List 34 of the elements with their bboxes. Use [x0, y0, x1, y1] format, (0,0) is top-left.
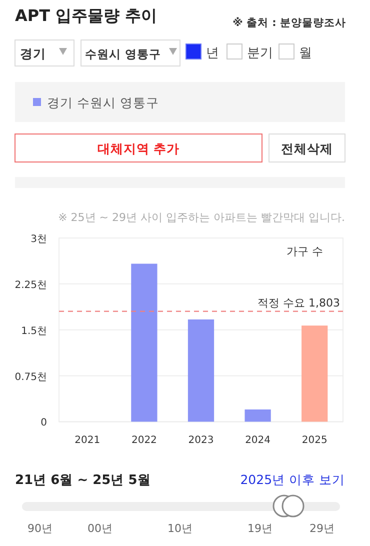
text: 21년 6월 ~ 25년 5월 [15, 473, 150, 488]
ref-line-label: 적정 수요 1,803 [258, 296, 340, 310]
y-tick-label: 0 [40, 418, 47, 429]
legend-label: 경기 수원시 영통구 [47, 95, 159, 110]
text: 월 [299, 46, 312, 61]
bar [131, 264, 158, 422]
x-tick-label: 2024 [245, 435, 271, 446]
chart-title: APT 입주물량 추이 [15, 6, 158, 25]
text: 00년 [88, 522, 112, 535]
text: 전체삭제 [281, 141, 333, 156]
text: 10년 [168, 522, 192, 535]
bar [188, 319, 214, 422]
text: 수원시 영통구 [85, 47, 162, 61]
text: 경기 [20, 46, 46, 61]
y-tick-label: 2.25천 [14, 280, 47, 291]
text: 90년 [28, 522, 52, 535]
x-tick-label: 2025 [302, 435, 328, 446]
x-tick-label: 2021 [74, 435, 100, 446]
x-tick-label: 2022 [131, 435, 157, 446]
text: 29년 [310, 522, 334, 535]
text: 분기 [247, 46, 273, 61]
bar [302, 326, 328, 422]
text: 2025년 이후 보기 [240, 472, 345, 487]
y-tick-label: 3천 [30, 234, 47, 245]
y-tick-label: 1.5천 [21, 326, 47, 337]
y-axis-title: 가구 수 [286, 245, 323, 258]
chart-subtitle: ※ 25년 ~ 29년 사이 입주하는 아파트는 빨간막대 입니다. [58, 211, 345, 224]
text: 19년 [248, 522, 272, 535]
x-tick-label: 2023 [188, 435, 214, 446]
text: ※ 출처 : 분양물량조사 [232, 17, 346, 29]
y-tick-label: 0.75천 [14, 372, 47, 383]
text: 대체지역 추가 [97, 141, 180, 156]
bar [244, 409, 271, 422]
text: 년 [206, 46, 219, 61]
